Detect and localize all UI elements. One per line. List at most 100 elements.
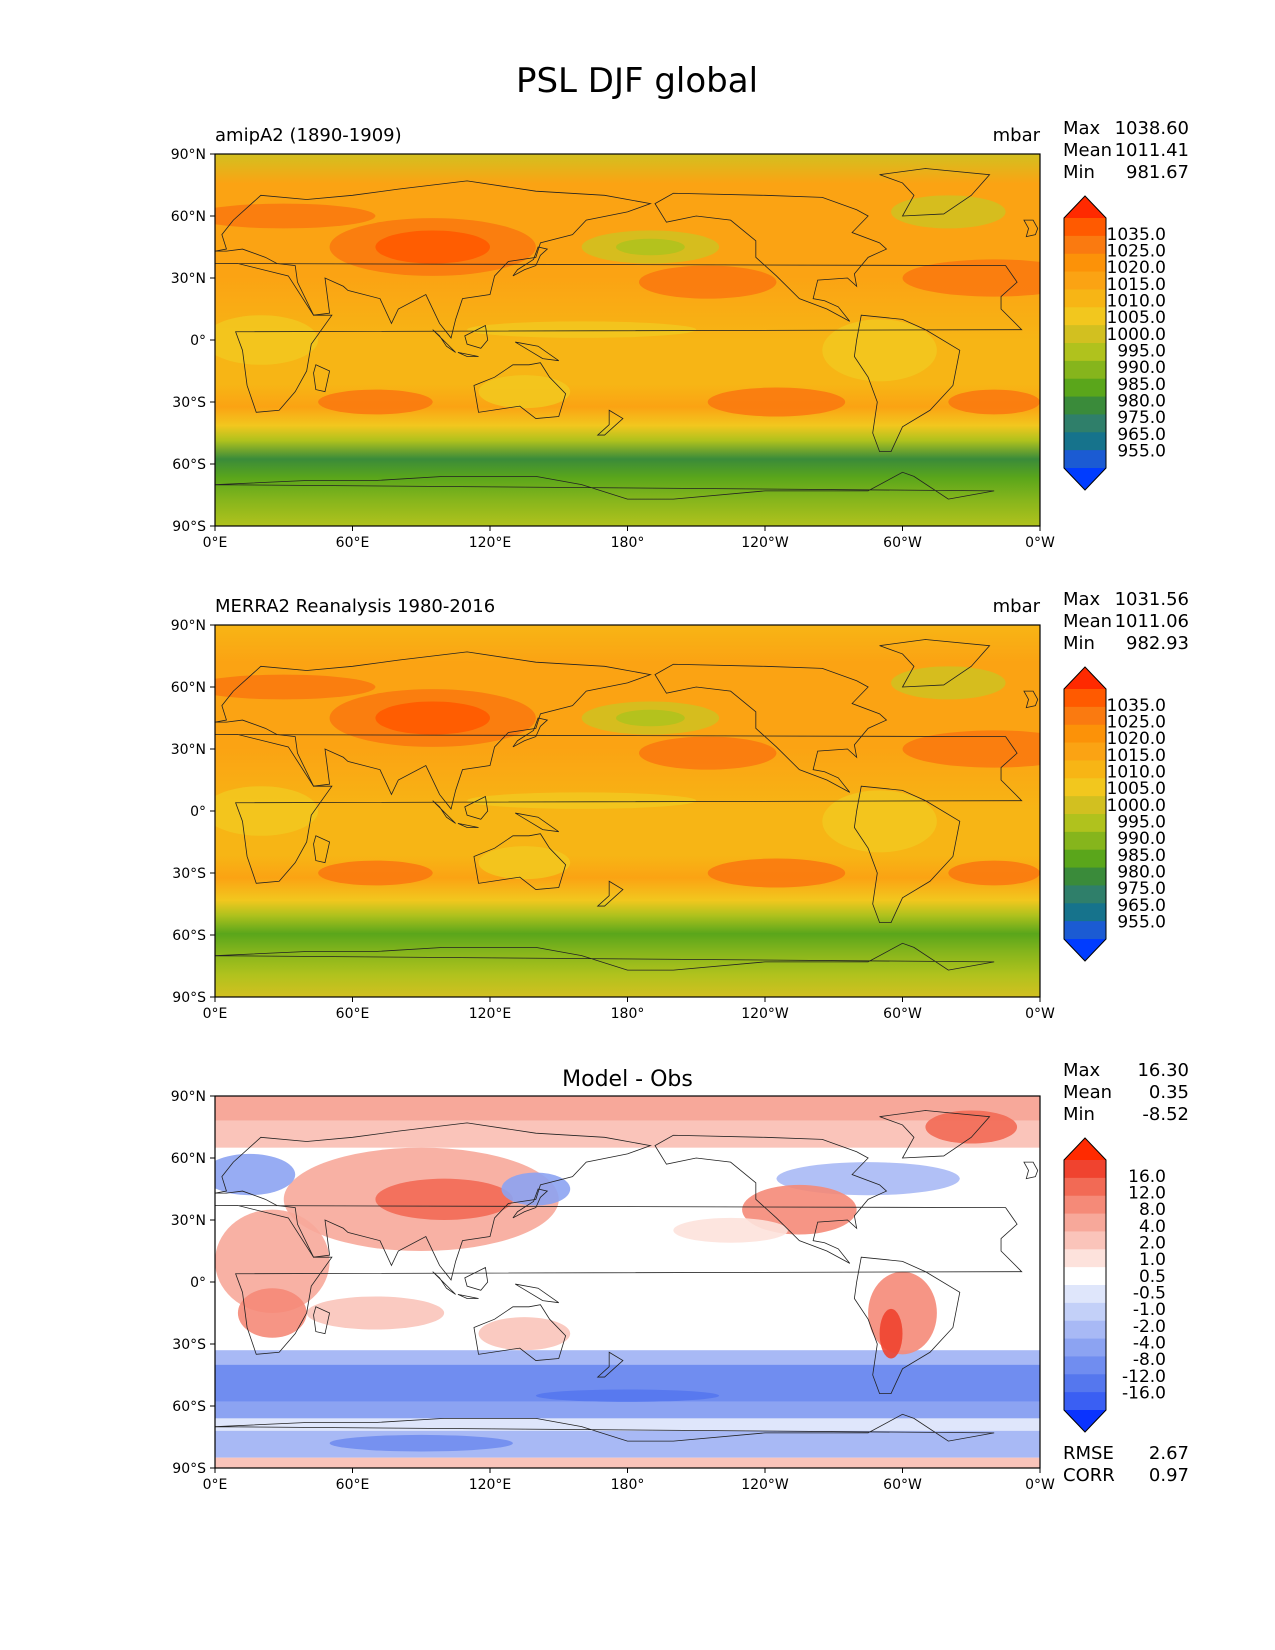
panel-title: amipA2 (1890-1909) bbox=[215, 125, 402, 146]
colorbar-swatch bbox=[1064, 432, 1106, 451]
colorbar-level-label: 975.0 bbox=[1117, 879, 1166, 899]
colorbar-level-label: 955.0 bbox=[1117, 442, 1166, 462]
stat-value: 982.93 bbox=[1126, 633, 1189, 654]
colorbar: 1035.01025.01020.01015.01010.01005.01000… bbox=[1063, 666, 1166, 962]
colorbar-extend-max bbox=[1064, 1138, 1106, 1160]
colorbar-swatch bbox=[1064, 867, 1106, 886]
colorbar-level-label: 975.0 bbox=[1117, 408, 1166, 428]
colorbar-level-label: 1000.0 bbox=[1107, 325, 1166, 345]
y-tick-label: 60°S bbox=[172, 928, 206, 944]
stat-label: Mean bbox=[1063, 140, 1112, 161]
y-tick-label: 30°N bbox=[171, 742, 206, 758]
stat-value: 16.30 bbox=[1137, 1060, 1189, 1081]
colorbar-swatch bbox=[1064, 689, 1106, 708]
x-tick-label: 0°E bbox=[203, 1477, 228, 1493]
x-tick-label: 120°W bbox=[741, 1477, 789, 1493]
x-tick-label: 60°E bbox=[336, 535, 370, 551]
colorbar-level-label: 1025.0 bbox=[1107, 242, 1166, 262]
stat-label: CORR bbox=[1063, 1465, 1115, 1486]
x-tick-label: 60°E bbox=[336, 1477, 370, 1493]
colorbar-level-label: -0.5 bbox=[1133, 1284, 1166, 1304]
colorbar-swatch bbox=[1064, 903, 1106, 922]
field-shading bbox=[215, 1096, 1040, 1468]
colorbar-level-label: 1015.0 bbox=[1107, 275, 1166, 295]
map-panel-2: 0°E 60°E 120°E 180° 120°W 60°W 0°W 90°N 60°N 30°N… bbox=[171, 589, 1189, 1022]
y-tick-label: 30°S bbox=[172, 395, 206, 411]
y-tick-label: 0° bbox=[190, 333, 206, 349]
colorbar-level-label: 1035.0 bbox=[1107, 696, 1166, 716]
stat-label: Max bbox=[1063, 118, 1101, 139]
colorbar-level-label: 1025.0 bbox=[1107, 713, 1166, 733]
coastlines bbox=[215, 639, 1039, 997]
colorbar-level-label: -2.0 bbox=[1133, 1317, 1166, 1337]
colorbar-swatch bbox=[1064, 289, 1106, 308]
y-tick-label: 90°S bbox=[172, 519, 206, 535]
colorbar-extend-min bbox=[1064, 468, 1106, 490]
coastlines bbox=[215, 1110, 1039, 1468]
colorbar-swatch bbox=[1064, 360, 1106, 380]
panel-units: mbar bbox=[993, 596, 1041, 617]
y-tick-label: 60°S bbox=[172, 1399, 206, 1415]
colorbar-swatch bbox=[1064, 831, 1106, 851]
colorbar-swatch bbox=[1064, 849, 1106, 869]
stat-value: 1011.41 bbox=[1115, 140, 1189, 161]
map-panel-1: 0°E 60°E 120°E 180° 120°W 60°W 0°W 90°N 60°N 30°N… bbox=[171, 118, 1189, 551]
colorbar-level-label: -12.0 bbox=[1122, 1367, 1166, 1387]
colorbar-level-label: 4.0 bbox=[1139, 1217, 1166, 1237]
colorbar-level-label: -1.0 bbox=[1133, 1300, 1166, 1320]
colorbar-swatch bbox=[1064, 1213, 1106, 1232]
colorbar-level-label: 1.0 bbox=[1139, 1250, 1166, 1270]
colorbar-extend-max bbox=[1064, 196, 1106, 218]
x-tick-label: 60°E bbox=[336, 1006, 370, 1022]
colorbar-swatch bbox=[1064, 1374, 1106, 1393]
colorbar-level-label: 965.0 bbox=[1117, 896, 1166, 916]
colorbar-swatch bbox=[1064, 325, 1106, 344]
colorbar-level-label: -16.0 bbox=[1122, 1384, 1166, 1404]
stat-value: 1011.06 bbox=[1115, 611, 1189, 632]
colorbar-level-label: -4.0 bbox=[1133, 1334, 1166, 1354]
colorbar-swatch bbox=[1064, 378, 1106, 398]
x-tick-label: 120°E bbox=[469, 1006, 512, 1022]
x-tick-label: 60°W bbox=[883, 1477, 922, 1493]
colorbar: 16.012.08.04.02.01.00.5-0.5-1.0-2.0-4.0-… bbox=[1063, 1137, 1166, 1433]
colorbar-level-label: 990.0 bbox=[1117, 358, 1166, 378]
colorbar-level-label: 1005.0 bbox=[1107, 779, 1166, 799]
panel-units: mbar bbox=[993, 125, 1041, 146]
x-tick-label: 60°W bbox=[883, 1006, 922, 1022]
colorbar-level-label: 995.0 bbox=[1117, 813, 1166, 833]
colorbar-swatch bbox=[1064, 1160, 1106, 1179]
colorbar-swatch bbox=[1064, 1338, 1106, 1357]
colorbar-swatch bbox=[1064, 796, 1106, 815]
colorbar: 1035.01025.01020.01015.01010.01005.01000… bbox=[1063, 195, 1166, 491]
colorbar-level-label: 985.0 bbox=[1117, 846, 1166, 866]
colorbar-swatch bbox=[1064, 235, 1106, 255]
colorbar-level-label: 2.0 bbox=[1139, 1234, 1166, 1254]
x-tick-label: 180° bbox=[611, 1477, 645, 1493]
y-tick-label: 60°N bbox=[171, 680, 206, 696]
colorbar-extend-min bbox=[1064, 939, 1106, 961]
colorbar-level-label: 1010.0 bbox=[1107, 292, 1166, 312]
colorbar-swatch bbox=[1064, 1285, 1106, 1304]
colorbar-level-label: -8.0 bbox=[1133, 1350, 1166, 1370]
stat-value: 0.97 bbox=[1149, 1465, 1189, 1486]
colorbar-swatch bbox=[1064, 742, 1106, 761]
stat-label: Mean bbox=[1063, 1082, 1112, 1103]
field-shading bbox=[215, 154, 1040, 526]
colorbar-swatch bbox=[1064, 253, 1106, 273]
colorbar-level-label: 965.0 bbox=[1117, 425, 1166, 445]
colorbar-level-label: 1020.0 bbox=[1107, 729, 1166, 749]
colorbar-level-label: 980.0 bbox=[1117, 863, 1166, 883]
y-tick-label: 30°N bbox=[171, 1213, 206, 1229]
figure-title: PSL DJF global bbox=[516, 61, 758, 101]
stat-label: RMSE bbox=[1063, 1443, 1114, 1464]
y-tick-label: 90°N bbox=[171, 1089, 206, 1105]
stat-label: Min bbox=[1063, 1104, 1095, 1125]
colorbar-level-label: 12.0 bbox=[1128, 1184, 1166, 1204]
stat-value: -8.52 bbox=[1142, 1104, 1189, 1125]
colorbar-level-label: 1035.0 bbox=[1107, 225, 1166, 245]
colorbar-swatch bbox=[1064, 1249, 1106, 1268]
panel-title: MERRA2 Reanalysis 1980-2016 bbox=[215, 596, 495, 617]
colorbar-swatch bbox=[1064, 271, 1106, 290]
panel-title: Model - Obs bbox=[562, 1067, 693, 1092]
colorbar-swatch bbox=[1064, 814, 1106, 833]
